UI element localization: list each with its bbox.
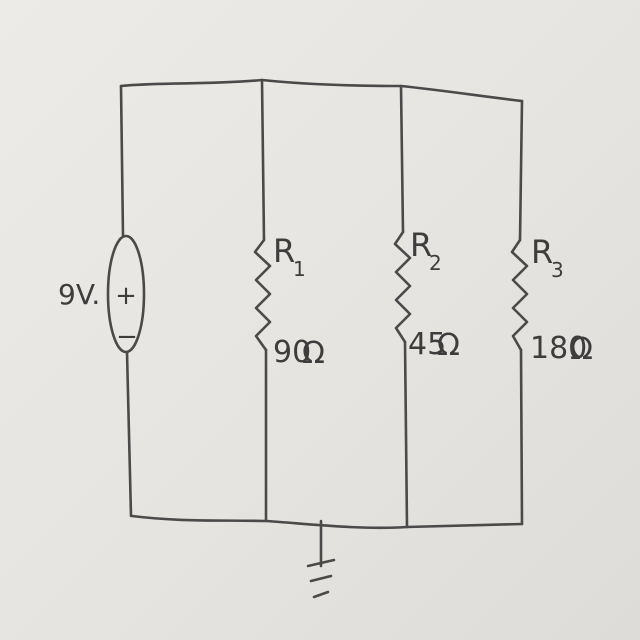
r3-wire-bottom [519,348,524,526]
r3-name: R [531,233,553,271]
r2-wire-bottom [403,340,409,529]
source-wire-bottom [125,350,133,518]
ground-line-1 [306,558,336,568]
r3-subscript: 3 [551,258,564,282]
source-voltage-label: 9V. [58,278,100,311]
r3-value: 180 [530,331,587,366]
bottom-wire [130,514,524,530]
source-plus-sign: + [115,281,137,311]
r2-unit: Ω [437,328,460,363]
r2-subscript: 2 [429,251,442,275]
r3-zigzag [510,238,529,352]
r2-wire-top [399,84,405,234]
source-minus-sign: − [116,322,138,352]
r1-wire-top [260,78,266,242]
r3-wire-top [518,99,524,242]
top-wire [119,78,524,103]
ground-line-3 [312,590,330,599]
r1-name: R [273,232,295,270]
r1-value: 90 [273,335,311,370]
r1-unit: Ω [302,336,325,371]
ground-symbol [306,519,336,599]
ground-line-2 [309,574,333,583]
r2-zigzag [393,230,412,344]
source-wire-top [119,84,125,238]
voltage-source-symbol [106,234,146,354]
r2-name: R [410,226,432,264]
r3-unit: Ω [570,332,593,367]
r2-value: 45 [408,327,446,362]
r1-zigzag [253,238,272,352]
r1-subscript: 1 [293,257,306,281]
